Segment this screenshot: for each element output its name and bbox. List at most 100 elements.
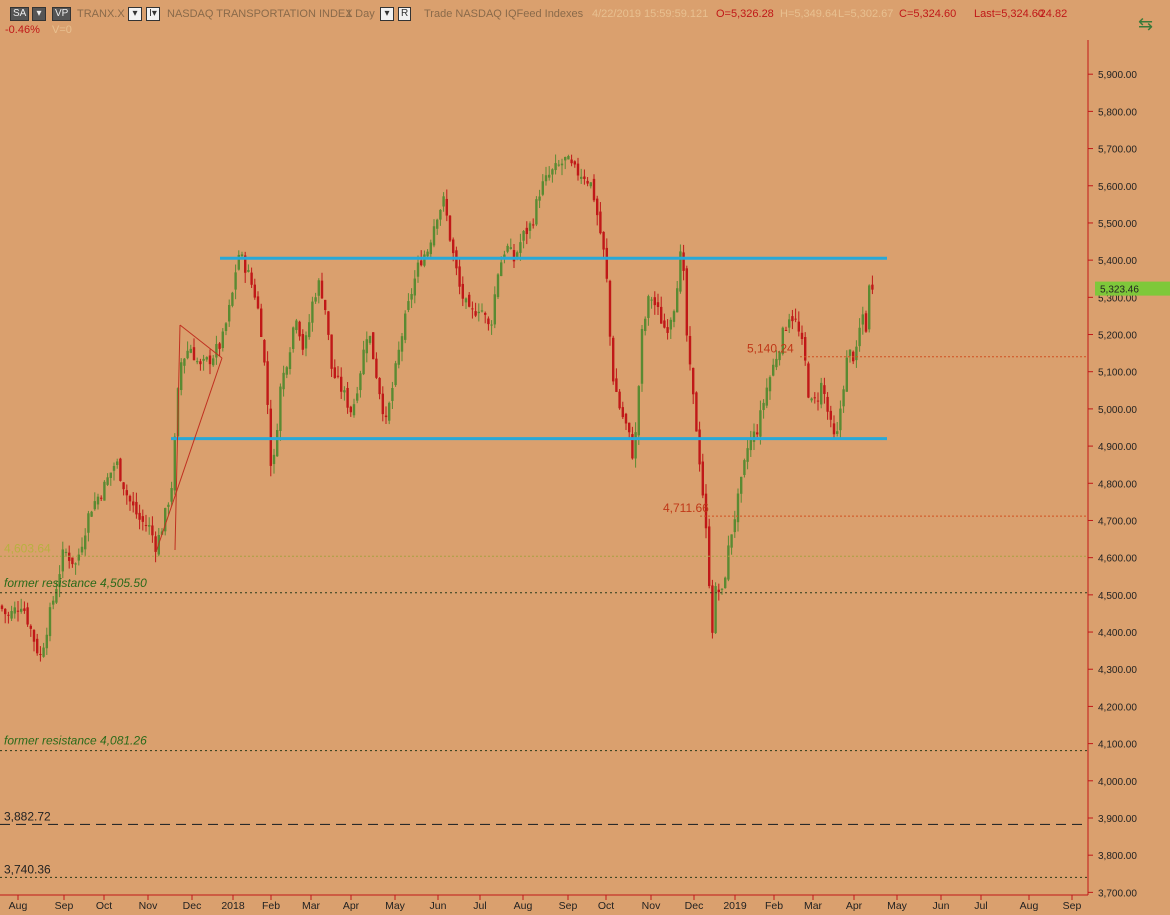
candle-body: [493, 294, 496, 325]
index-name: NASDAQ TRANSPORTATION INDEX: [167, 8, 353, 20]
candle-body: [544, 175, 548, 182]
candle-body: [759, 410, 762, 437]
candle-body: [765, 387, 768, 406]
timestamp-label: 4/22/2019 15:59:59.121: [592, 8, 709, 20]
candle-body: [528, 223, 532, 231]
candle-body: [58, 574, 61, 588]
candle-body: [90, 511, 93, 517]
candle-body: [772, 364, 775, 376]
candle-body: [807, 363, 810, 398]
symbol-label[interactable]: TRANX.X: [77, 8, 125, 20]
interval-dropdown-icon[interactable]: ▾: [380, 7, 394, 21]
candle-body: [717, 589, 720, 593]
candle-body: [343, 390, 346, 393]
candle-body: [816, 400, 820, 402]
candle-body: [749, 438, 752, 451]
candle-body: [36, 638, 39, 654]
candle-body: [679, 251, 682, 292]
candle-body: [266, 361, 269, 405]
candle-body: [839, 408, 842, 431]
candle-body: [420, 260, 423, 266]
price-tick-label: 5,300.00: [1098, 293, 1137, 304]
candle-body: [231, 292, 234, 306]
candle-body: [122, 482, 125, 490]
candle-body: [362, 349, 365, 375]
interval-label[interactable]: 1 Day: [346, 8, 375, 20]
candle-body: [7, 614, 10, 616]
candle-body: [474, 311, 477, 316]
candle-body: [538, 196, 541, 201]
symbol-dropdown-icon[interactable]: ▾: [128, 7, 142, 21]
candle-body: [468, 294, 471, 307]
symbol-menu-icon[interactable]: I▾: [146, 7, 160, 21]
time-tick-label: Sep: [559, 900, 578, 912]
candle-body: [74, 563, 77, 565]
candle-body: [445, 198, 448, 216]
triangle-side-top: [179, 324, 223, 359]
candle-body: [826, 396, 829, 412]
candle-body: [404, 313, 407, 340]
candle-body: [724, 577, 727, 589]
candle-body: [618, 391, 621, 409]
candle-body: [461, 283, 464, 299]
vp-button[interactable]: VP: [52, 7, 72, 21]
candle-body: [77, 554, 80, 561]
triangle-side-left: [174, 324, 181, 551]
candle-body: [698, 429, 701, 465]
candle-body: [564, 156, 567, 161]
price-tick-label: 5,600.00: [1098, 182, 1137, 193]
candle-body: [762, 402, 765, 410]
chart-tools-icon[interactable]: ⇆: [1138, 14, 1154, 34]
price-tick-label: 3,700.00: [1098, 888, 1137, 899]
time-tick-label: Mar: [302, 900, 321, 912]
candle-body: [557, 164, 560, 166]
time-tick-label: Nov: [642, 900, 661, 912]
price-tick-label: 5,100.00: [1098, 368, 1137, 379]
candle-body: [804, 337, 807, 361]
time-tick-label: Nov: [139, 900, 158, 912]
candle-body: [346, 387, 349, 408]
candle-body: [170, 488, 173, 502]
candle-body: [791, 316, 794, 322]
candle-body: [384, 415, 388, 418]
candle-body: [221, 331, 224, 349]
candle-body: [794, 318, 797, 320]
candle-body: [429, 242, 432, 255]
candle-body: [80, 546, 84, 553]
candle-body: [855, 346, 858, 361]
candle-body: [87, 513, 90, 533]
candle-body: [634, 432, 637, 459]
price-axis-panel[interactable]: [1088, 40, 1170, 895]
r-button[interactable]: R: [398, 7, 412, 21]
triangle-side-right: [155, 357, 223, 553]
candle-body: [4, 608, 7, 615]
time-tick-label: Feb: [765, 900, 783, 912]
price-tick-label: 4,800.00: [1098, 479, 1137, 490]
candle-body: [256, 296, 260, 309]
candle-body: [311, 301, 314, 323]
candle-body: [768, 377, 772, 392]
candle-body: [48, 607, 52, 637]
horizontal-lines-layer: 5,140.24 4,711.66 4,603.64 former resistanc…: [0, 256, 1088, 878]
candle-body: [519, 242, 522, 253]
candle-body: [471, 308, 474, 310]
candle-body: [756, 432, 759, 435]
candle-body: [672, 311, 676, 322]
candle-body: [308, 322, 311, 338]
candle-body: [554, 163, 557, 171]
candle-body: [282, 372, 285, 390]
feed-label: Trade NASDAQ IQFeed Indexes: [424, 8, 584, 20]
candle-body: [154, 536, 157, 552]
candle-body: [864, 313, 868, 332]
candle-body: [442, 196, 445, 207]
candle-body: [496, 274, 500, 298]
candle-body: [413, 278, 416, 296]
sa-button[interactable]: SA: [10, 7, 30, 21]
horizontal-line-label: 4,711.66: [663, 501, 709, 515]
candle-body: [416, 262, 420, 277]
candle-body: [228, 304, 231, 322]
sa-dropdown-icon[interactable]: ▾: [32, 7, 46, 21]
candle-body: [240, 254, 244, 257]
candle-body: [410, 293, 413, 300]
